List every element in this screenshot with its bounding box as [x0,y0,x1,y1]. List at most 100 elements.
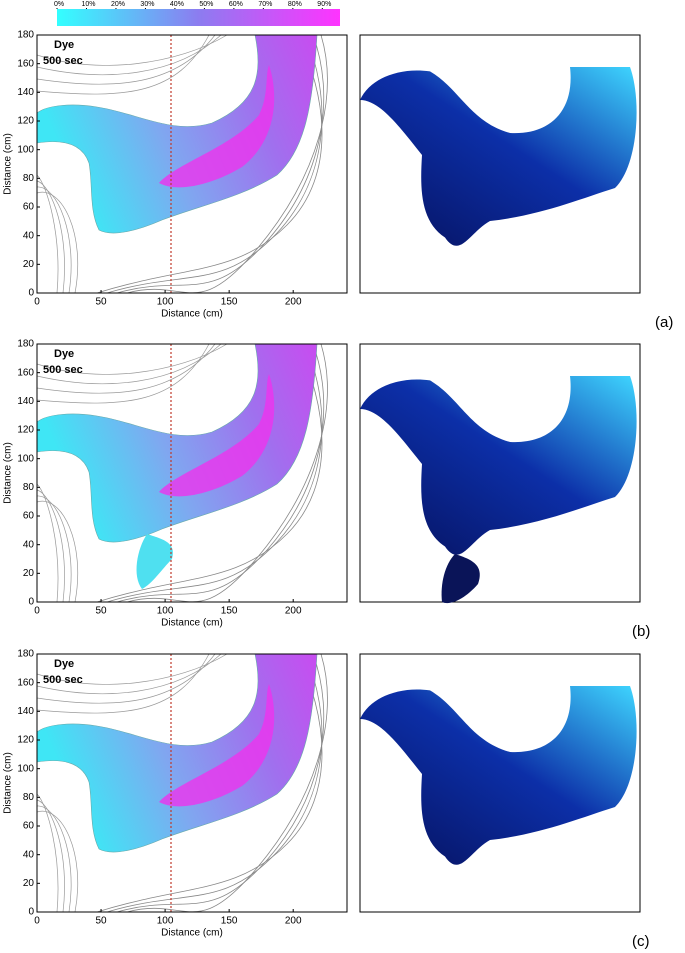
colorbar-tick-label: 90% [317,1,331,8]
panel-label: (c) [632,933,650,950]
y-tick-label: 40 [23,539,35,550]
contour-line [36,653,228,685]
plot-frame [36,343,348,603]
colorbar-tick-label: 10% [81,1,95,8]
x-tick-label: 100 [157,606,174,617]
plot-frame [36,653,348,913]
y-tick-label: 80 [23,173,35,184]
contour-line [36,500,79,603]
y-tick-label: 140 [17,706,34,717]
y-axis-label: Distance (cm) [3,752,14,814]
colorbar-tick-label: 0% [54,1,64,8]
contour-line [36,174,59,294]
contour-line [36,191,79,294]
contour-line [96,653,323,913]
contour-line [126,343,328,603]
x-tick-label: 50 [95,297,107,308]
colorbar-tick-label: 70% [258,1,272,8]
y-tick-label: 0 [28,597,34,608]
y-tick-label: 20 [23,259,35,270]
colorbar [57,9,340,26]
photo-dye [360,67,637,246]
contour-line [116,34,325,294]
x-tick-label: 200 [285,606,302,617]
y-tick-label: 180 [17,30,34,41]
contour-line [36,343,210,404]
y-tick-label: 40 [23,849,35,860]
dye-plume [36,343,318,543]
contour-line [36,793,59,913]
photo-dye [360,686,637,865]
contour-line [36,186,72,294]
y-tick-label: 40 [23,230,35,241]
contour-line [36,34,216,85]
y-tick-label: 120 [17,116,34,127]
y-tick-label: 140 [17,87,34,98]
photo-panel [359,653,641,913]
contour-line [126,653,328,913]
y-tick-label: 120 [17,735,34,746]
contour-line [36,343,216,394]
y-tick-label: 100 [17,144,34,155]
y-tick-label: 160 [17,677,34,688]
y-tick-label: 180 [17,649,34,660]
x-tick-label: 200 [285,916,302,927]
annotation: 500 sec [43,364,83,376]
contour-line [36,805,72,913]
y-tick-label: 180 [17,339,34,350]
y-tick-label: 120 [17,425,34,436]
contour-line [36,34,210,95]
annotation: Dye [54,39,74,51]
contour-line [116,653,325,913]
y-tick-label: 0 [28,907,34,918]
contour-line [36,810,79,913]
contour-line [36,653,210,714]
y-tick-label: 60 [23,821,35,832]
contour-line [36,653,216,704]
x-tick-label: 0 [34,606,40,617]
contour-line [126,34,328,294]
x-tick-label: 0 [34,297,40,308]
x-tick-label: 150 [221,297,238,308]
y-tick-label: 0 [28,288,34,299]
colorbar-tick-label: 30% [140,1,154,8]
plot-area [36,34,348,294]
x-tick-label: 150 [221,916,238,927]
plot-area [36,653,348,913]
colorbar-tick-label: 50% [199,1,213,8]
contour-line [36,799,65,913]
contour-line [36,343,228,375]
y-tick-label: 80 [23,792,35,803]
dye-core [159,684,275,807]
colorbar-tick-label: 80% [288,1,302,8]
x-axis-label: Distance (cm) [161,309,223,320]
x-tick-label: 200 [285,297,302,308]
y-axis-label: Distance (cm) [3,442,14,504]
colorbar-tick-label: 40% [170,1,184,8]
panel-label: (b) [632,623,650,640]
y-tick-label: 60 [23,511,35,522]
photo-dye [360,376,637,555]
x-tick-label: 0 [34,916,40,927]
dye-plume [136,534,173,589]
y-tick-label: 160 [17,58,34,69]
x-tick-label: 150 [221,606,238,617]
colorbar-tick-label: 60% [229,1,243,8]
contour-line [36,34,228,66]
contour-line [116,343,325,603]
y-axis-label: Distance (cm) [3,133,14,195]
y-tick-label: 160 [17,367,34,378]
dye-plume [36,34,318,234]
contour-line [36,489,65,603]
dye-core [159,65,275,188]
contour-line [36,495,72,603]
y-tick-label: 20 [23,878,35,889]
contour-line [36,483,59,603]
y-tick-label: 20 [23,568,35,579]
x-axis-label: Distance (cm) [161,618,223,629]
annotation: 500 sec [43,55,83,67]
x-tick-label: 100 [157,297,174,308]
x-axis-label: Distance (cm) [161,928,223,939]
photo-panel [359,343,641,604]
contour-line [96,34,323,294]
